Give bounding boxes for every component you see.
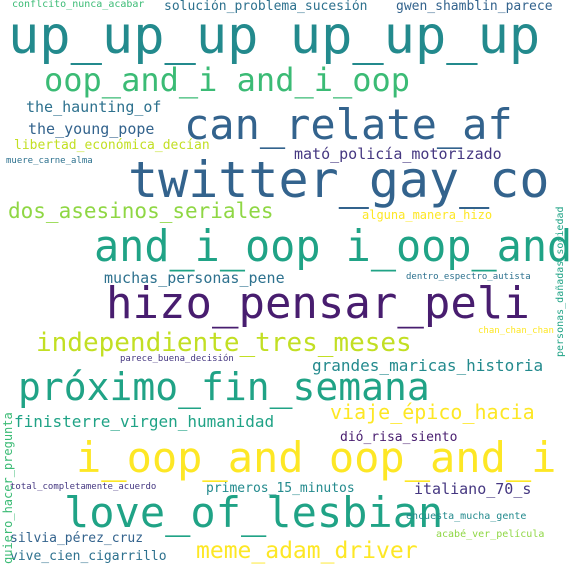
word-silvia-perez-cruz: silvia_pérez_cruz <box>10 531 144 546</box>
word-dio-risa-siento: dió_risa_siento <box>340 430 458 445</box>
word-i-oop-and: i_oop_and oop_and_i <box>76 433 557 482</box>
word-hizo-pensar-peli: hizo_pensar_peli <box>106 278 530 329</box>
word-muchas-personas-pene: muchas_personas_pene <box>104 269 285 287</box>
word-conflcito-nunca-acabar: conflcito_nunca_acabar <box>12 0 145 10</box>
word-quiero-hacer-pregunta: quiero_hacer_pregunta <box>1 412 15 564</box>
word-meme-adam-driver: meme_adam_driver <box>196 538 418 564</box>
word-alguna-manera-hizo: alguna_manera_hizo <box>362 208 493 222</box>
word-independiente-tres-meses: independiente_tres_meses <box>36 328 412 358</box>
word-mato-policia-motorizado: mató_policía_motorizado <box>294 145 502 163</box>
word-dentro-espectro-autista: dentro_espectro_autista <box>406 272 531 282</box>
word-viaje-epico-hacia: viaje_épico_hacia <box>330 400 535 424</box>
word-vive-cien-cigarrillo: vive_cien_cigarrillo <box>10 549 167 564</box>
word-encuesta-mucha-gente: encuesta_mucha_gente <box>406 511 527 522</box>
word-dos-asesinos-seriales: dos_asesinos_seriales <box>8 199 274 223</box>
word-personas-danadas-sociedad: personas_dañadas_sociedad <box>555 206 566 357</box>
word-proximo-fin-semana: próximo_fin_semana <box>18 365 430 409</box>
word-total-completamente-acuerdo: total_completamente_acuerdo <box>10 482 157 492</box>
word-grandes-maricas-historia: grandes_maricas_historia <box>312 356 544 375</box>
word-the-haunting-of: the_haunting_of <box>26 98 162 116</box>
word-twitter-gay-co: twitter_gay_co <box>128 151 550 209</box>
word-love-of-lesbian: love_of_lesbian <box>64 488 444 537</box>
word-oop-and-i: oop_and_i and_i_oop <box>44 61 411 99</box>
word-gwen-shamblin-parece: gwen_shamblin_parece <box>396 0 553 14</box>
word-muere-carne-alma: muere_carne_alma <box>6 156 93 166</box>
word-parece-buena-decision: parece_buena_decisión <box>120 354 234 364</box>
word-and-i-oop: and_i_oop i_oop_and <box>94 221 573 272</box>
word-acabe-ver-pelicula: acabé_ver_película <box>436 529 545 540</box>
word-the-young-pope: the_young_pope <box>28 120 155 138</box>
word-can-relate-af: can_relate_af <box>184 100 513 149</box>
word-solucion-problema-sucesion: solución_problema_sucesión <box>164 0 368 14</box>
word-up-up-up: up_up_up up_up_up <box>8 6 541 66</box>
word-italiano-70-s: italiano_70_s <box>414 480 532 498</box>
word-libertad-economica-decian: libertad_económica_decían <box>14 138 210 153</box>
word-chan-chan-chan: chan_chan_chan <box>478 326 554 336</box>
word-finisterre-virgen-humanidad: finisterre_virgen_humanidad <box>14 412 275 431</box>
word-primeros-15-minutos: primeros_15_minutos <box>206 481 355 496</box>
